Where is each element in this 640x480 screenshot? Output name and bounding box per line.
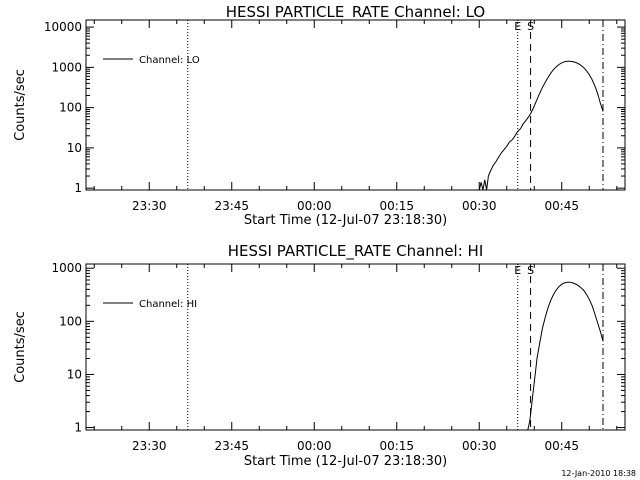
plot-frame [85, 19, 626, 191]
legend-label: Channel: HI [139, 299, 197, 310]
event-marker-label: E [514, 264, 521, 277]
x-axis-label: Start Time (12-Jul-07 23:18:30) [244, 213, 447, 228]
x-axis-label: Start Time (12-Jul-07 23:18:30) [244, 454, 447, 469]
x-tick-label: 23:30 [132, 439, 167, 453]
y-tick-label: 1 [74, 421, 82, 435]
legend-label: Channel: LO [139, 55, 200, 66]
y-tick-label: 1 [74, 181, 82, 195]
y-tick-label: 10 [67, 367, 82, 381]
y-axis-label: Counts/sec [13, 311, 28, 383]
x-tick-label: 00:45 [544, 439, 579, 453]
x-tick-label: 00:45 [544, 199, 579, 213]
timestamp: 12-Jan-2010 18:38 [561, 469, 636, 478]
chart-panel-2: HESSI PARTICLE_RATE Channel: HI 1 10 100 100… [13, 242, 626, 469]
chart-panel-1: HESSI PARTICLE_RATE Channel: LO 1 10 100 100… [13, 3, 626, 228]
y-axis-label: Counts/sec [13, 69, 28, 141]
x-tick-label: 00:30 [462, 439, 497, 453]
x-tick-label: 23:45 [214, 439, 249, 453]
x-tick-label: 23:30 [132, 199, 167, 213]
data-series-line [527, 281, 604, 431]
x-axis-ticks: 23:30 23:45 00:00 00:15 00:30 00:45 [93, 264, 618, 453]
y-tick-label: 100 [59, 101, 82, 115]
y-tick-label: 1000 [51, 60, 82, 74]
y-tick-label: 10 [67, 141, 82, 155]
event-marker-label: S [527, 20, 534, 33]
chart-title: HESSI PARTICLE_RATE Channel: HI [228, 242, 484, 261]
event-marker-label: E [514, 20, 521, 33]
chart-title: HESSI PARTICLE_RATE Channel: LO [226, 3, 485, 22]
x-tick-label: 00:00 [297, 199, 332, 213]
x-tick-label: 23:45 [214, 199, 249, 213]
event-marker-label: S [527, 264, 534, 277]
x-tick-label: 00:15 [379, 439, 414, 453]
x-tick-label: 00:30 [462, 199, 497, 213]
y-tick-label: 10000 [44, 20, 82, 34]
x-tick-label: 00:00 [297, 439, 332, 453]
y-axis-ticks: 1 10 100 1000 [51, 261, 625, 435]
y-tick-label: 1000 [51, 261, 82, 275]
y-tick-label: 100 [59, 314, 82, 328]
data-series-line [478, 60, 604, 191]
y-axis-ticks: 1 10 100 1000 10000 [44, 20, 625, 195]
x-axis-ticks: 23:30 23:45 00:00 00:15 00:30 00:45 [93, 20, 618, 213]
x-tick-label: 00:15 [379, 199, 414, 213]
plot-frame [85, 263, 626, 431]
